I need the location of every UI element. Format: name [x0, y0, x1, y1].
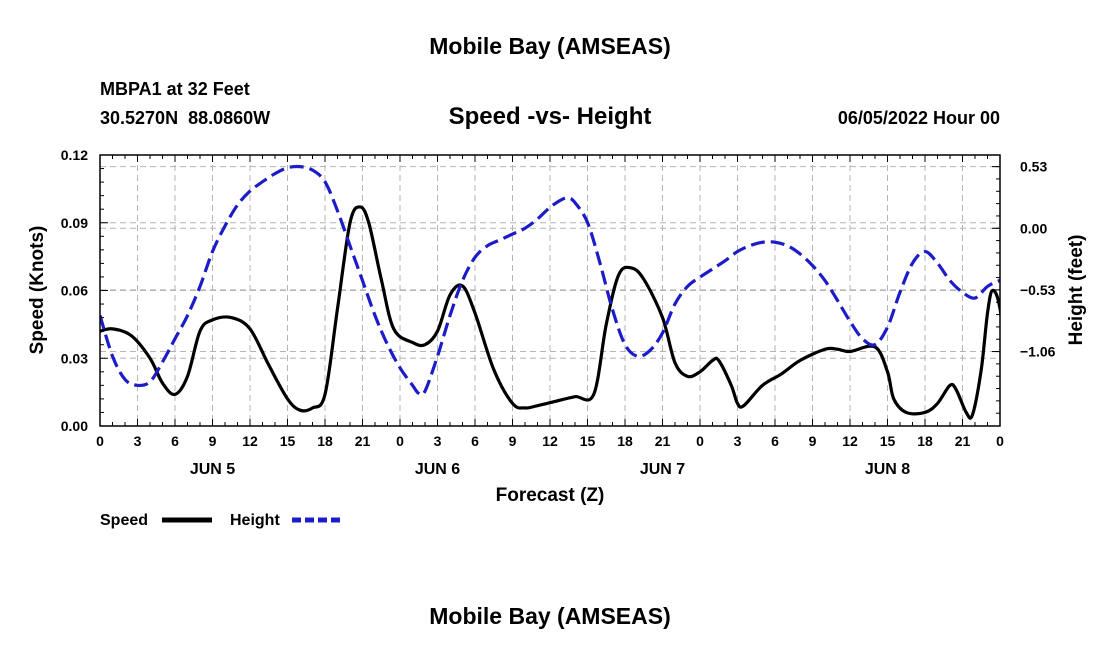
x-tick-label: 12 — [242, 433, 258, 449]
x-axis-label: Forecast (Z) — [496, 485, 605, 506]
grid — [100, 155, 1000, 426]
y-tick-label: 0.12 — [61, 147, 88, 163]
x-tick-label: 0 — [696, 433, 704, 449]
series-line-height — [100, 164, 1000, 397]
footer-title: Mobile Bay (AMSEAS) — [429, 603, 671, 629]
y-axis-label: Speed (Knots) — [27, 226, 48, 355]
y2-axis-label: Height (feet) — [1066, 235, 1087, 346]
y-tick-label: 0.09 — [61, 215, 88, 231]
chart-subtitle: Speed -vs- Height — [449, 103, 652, 130]
axis-ticks — [99, 154, 1001, 427]
x-tick-label: 18 — [617, 433, 633, 449]
y2-tick-label: −1.06 — [1020, 344, 1056, 360]
forecast-datetime: 06/05/2022 Hour 00 — [838, 108, 1000, 128]
x-tick-label: 15 — [880, 433, 896, 449]
day-label: JUN 6 — [415, 461, 460, 478]
legend-height-label: Height — [230, 512, 280, 529]
x-tick-label: 6 — [771, 433, 779, 449]
x-tick-label: 18 — [917, 433, 933, 449]
y2-tick-label: −0.53 — [1020, 282, 1056, 298]
series-line-speed — [100, 205, 1000, 420]
y-tick-label: 0.06 — [61, 283, 88, 299]
x-tick-label: 12 — [542, 433, 558, 449]
day-label: JUN 7 — [640, 461, 685, 478]
x-tick-label: 0 — [96, 433, 104, 449]
day-label: JUN 8 — [865, 461, 910, 478]
y-tick-label: 0.03 — [61, 350, 88, 366]
x-tick-label: 0 — [996, 433, 1004, 449]
x-tick-label: 9 — [209, 433, 217, 449]
x-tick-label: 21 — [355, 433, 371, 449]
station-label: MBPA1 at 32 Feet — [100, 79, 250, 99]
x-tick-label: 15 — [280, 433, 296, 449]
x-tick-label: 21 — [955, 433, 971, 449]
y-tick-label: 0.00 — [61, 418, 88, 434]
x-tick-label: 12 — [842, 433, 858, 449]
y2-tick-label: 0.00 — [1020, 220, 1047, 236]
x-tick-label: 6 — [171, 433, 179, 449]
x-tick-label: 21 — [655, 433, 671, 449]
coordinates-label: 30.5270N 88.0860W — [100, 108, 270, 128]
x-tick-label: 9 — [509, 433, 517, 449]
x-tick-label: 3 — [434, 433, 442, 449]
x-tick-label: 18 — [317, 433, 333, 449]
x-tick-label: 15 — [580, 433, 596, 449]
plot-series — [100, 164, 1000, 420]
x-tick-label: 3 — [734, 433, 742, 449]
x-tick-label: 3 — [134, 433, 142, 449]
x-tick-label: 6 — [471, 433, 479, 449]
legend-speed-label: Speed — [100, 512, 148, 529]
tick-labels: 0 3 6 9 12 15 18 21 0 3 6 9 12 15 18 21 0 3 6 9 12 15 18 21 0 0.0… — [61, 147, 1056, 478]
y2-tick-label: 0.53 — [1020, 159, 1047, 175]
day-label: JUN 5 — [190, 461, 235, 478]
legend: Speed Height — [100, 512, 342, 529]
x-tick-label: 0 — [396, 433, 404, 449]
x-tick-label: 9 — [809, 433, 817, 449]
chart-title: Mobile Bay (AMSEAS) — [429, 33, 671, 59]
